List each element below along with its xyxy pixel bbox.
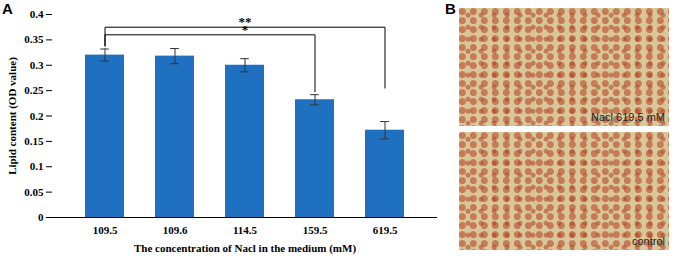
svg-text:0.15: 0.15: [24, 135, 44, 147]
svg-text:The concentration of Nacl in t: The concentration of Nacl in the medium …: [134, 242, 356, 255]
html-text:control: control: [632, 235, 665, 247]
svg-text:0.4: 0.4: [30, 8, 44, 20]
svg-text:0.35: 0.35: [24, 33, 44, 45]
svg-text:109.5: 109.5: [93, 224, 118, 236]
svg-text:114.5: 114.5: [233, 224, 258, 236]
html-text:Nacl 619.5 mM: Nacl 619.5 mM: [591, 111, 665, 123]
svg-text:0.25: 0.25: [24, 84, 44, 96]
svg-text:0.05: 0.05: [24, 186, 44, 198]
svg-text:0.1: 0.1: [30, 160, 44, 172]
html-text:B: B: [445, 0, 456, 17]
svg-text:0: 0: [38, 211, 44, 223]
svg-text:0.3: 0.3: [30, 59, 44, 71]
html-text:A: A: [2, 0, 13, 17]
svg-text:619.5: 619.5: [373, 224, 398, 236]
svg-text:0.2: 0.2: [30, 110, 44, 122]
svg-text:**: **: [239, 14, 252, 29]
svg-text:159.5: 159.5: [303, 224, 328, 236]
svg-text:Lipid content (OD value): Lipid content (OD value): [6, 57, 19, 175]
svg-text:109.6: 109.6: [163, 224, 188, 236]
